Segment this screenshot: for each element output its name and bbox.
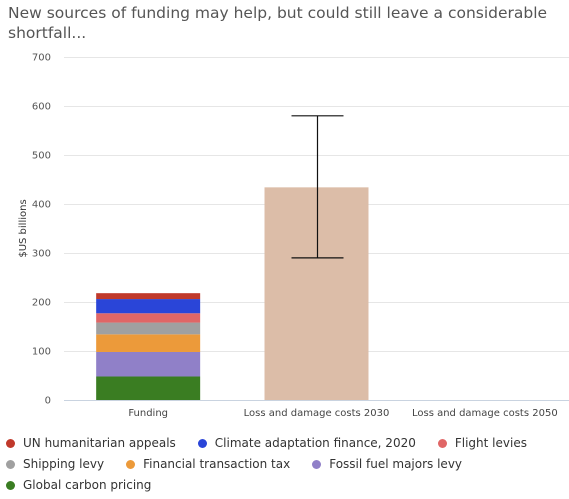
y-tick-label: 500: [32, 151, 51, 162]
legend-item[interactable]: Climate adaptation finance, 2020: [197, 435, 416, 450]
legend-item[interactable]: Fossil fuel majors levy: [312, 457, 462, 471]
bar-segment-shipping-levy: [96, 322, 201, 335]
legend-swatch: [6, 459, 15, 469]
legend-row: Global carbon pricing: [6, 474, 173, 492]
bar-segment-un-humanitarian-appeals: [96, 293, 201, 300]
legend-label: Global carbon pricing: [23, 477, 152, 492]
legend-item[interactable]: Shipping levy: [6, 457, 104, 471]
legend-label: Shipping levy: [23, 456, 105, 471]
x-tick-label: Funding: [128, 408, 168, 419]
y-tick-label: 200: [32, 298, 51, 309]
legend-label: Fossil fuel majors levy: [329, 456, 463, 471]
y-tick-label: 400: [32, 200, 51, 211]
legend-label: UN humanitarian appeals: [23, 435, 176, 450]
bar-segment-financial-transaction-tax: [96, 334, 201, 352]
legend-item[interactable]: Global carbon pricing: [6, 478, 151, 492]
legend-swatch: [6, 438, 15, 448]
legend-label: Climate adaptation finance, 2020: [214, 435, 416, 450]
legend-row: Shipping levy Financial transaction tax Fo…: [6, 453, 484, 471]
legend-item[interactable]: UN humanitarian appeals: [6, 436, 176, 450]
legend-row: UN humanitarian appeals Climate adaptatio…: [6, 432, 549, 450]
y-tick-label: 0: [45, 396, 51, 407]
legend-swatch: [126, 459, 136, 469]
bar-loss-2030: [264, 187, 369, 400]
legend-item[interactable]: Financial transaction tax: [126, 457, 290, 471]
legend-label: Financial transaction tax: [143, 456, 291, 471]
bar-segment-flight-levies: [96, 313, 201, 323]
stacked-bar-chart: 0 100 200 300 400 500 600 700 $US billions Fundin…: [18, 53, 569, 419]
bar-segment-global-carbon-pricing: [96, 376, 201, 400]
y-axis-label: $US billions: [18, 199, 29, 257]
bar-segment-climate-adaptation-finance-2020: [96, 299, 201, 314]
legend-item[interactable]: Flight levies: [437, 435, 527, 450]
x-tick-label: Loss and damage costs 2050: [412, 408, 558, 419]
legend-label: Flight levies: [454, 435, 527, 450]
chart-title: New sources of funding may help, but cou…: [8, 4, 548, 42]
legend-swatch: [197, 438, 207, 448]
legend-swatch: [6, 480, 15, 490]
legend-swatch: [437, 438, 447, 448]
bar-segment-fossil-fuel-majors-levy: [96, 351, 201, 377]
y-tick-label: 100: [32, 347, 51, 358]
x-tick-label: Loss and damage costs 2030: [244, 408, 390, 419]
y-tick-label: 300: [32, 249, 51, 260]
legend-swatch: [312, 459, 322, 469]
y-tick-label: 700: [32, 53, 51, 64]
y-tick-label: 600: [32, 102, 51, 113]
